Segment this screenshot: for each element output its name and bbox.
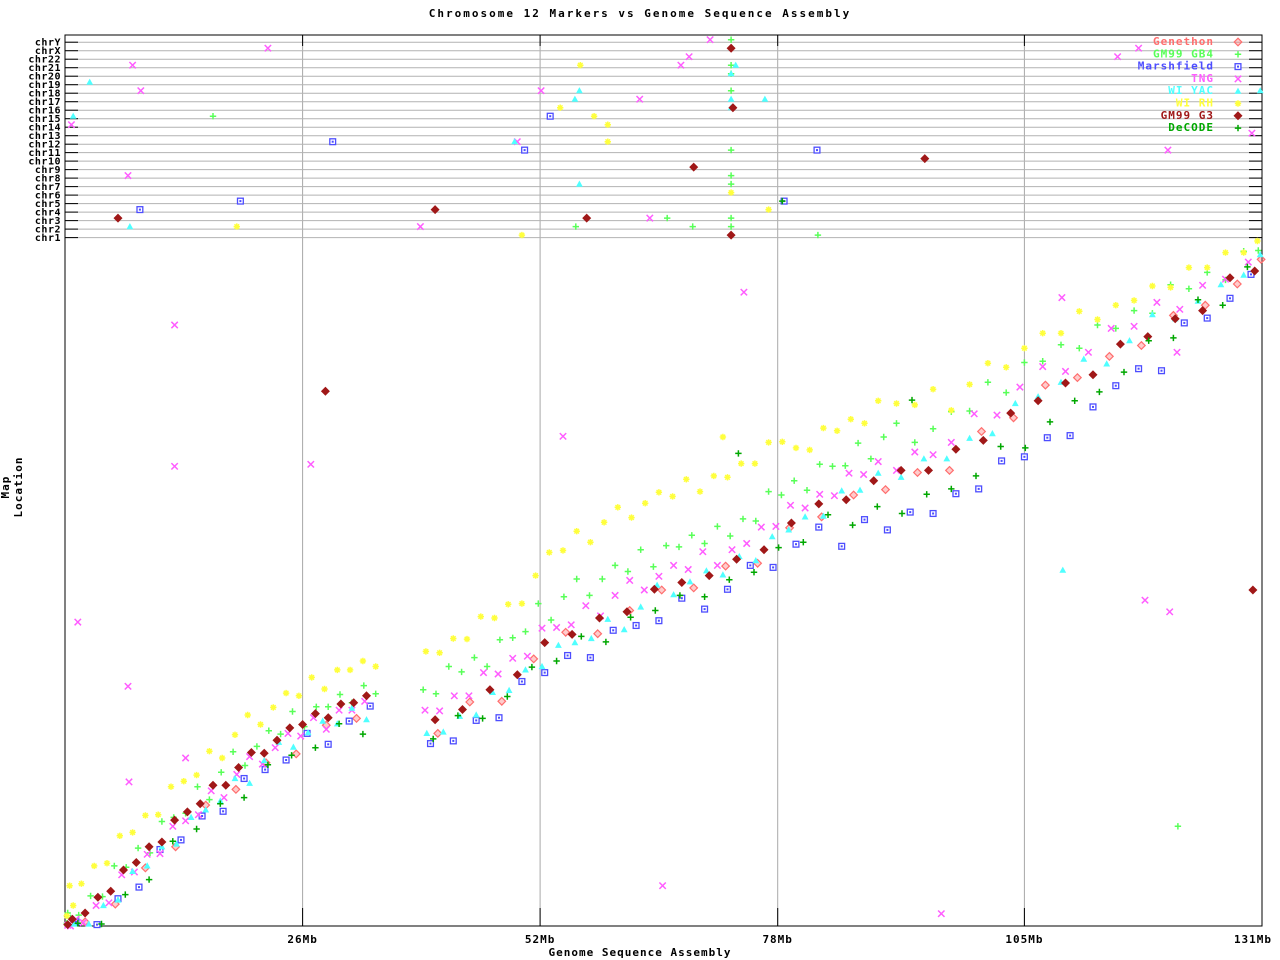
legend-item-gm99-gb4: GM99 GB4 bbox=[1153, 47, 1242, 60]
legend-label: WI YAC bbox=[1168, 84, 1214, 97]
series-marshfield bbox=[72, 112, 1255, 929]
chrom-label: chr19 bbox=[28, 80, 61, 91]
legend-item-gm99-g3: GM99 G3 bbox=[1161, 109, 1243, 122]
legend-label: Marshfield bbox=[1138, 60, 1214, 73]
chrom-label: chr13 bbox=[28, 131, 61, 142]
series-decode bbox=[74, 197, 1251, 928]
x-tick-labels: 26Mb 52Mb 78Mb 105Mb 131Mb bbox=[287, 933, 1272, 946]
chrom-label: chr7 bbox=[35, 182, 61, 193]
chrom-label: chr22 bbox=[28, 55, 61, 66]
chrom-label: chr3 bbox=[35, 216, 61, 227]
legend-label: GM99 G3 bbox=[1161, 109, 1214, 122]
chrom-label: chr18 bbox=[28, 89, 61, 100]
chrom-label: chrY bbox=[35, 38, 61, 49]
chrom-label: chr17 bbox=[28, 97, 61, 108]
chrom-label: chr10 bbox=[28, 157, 61, 168]
legend-item-decode: DeCODE bbox=[1168, 121, 1242, 134]
chrom-label: chr2 bbox=[35, 225, 61, 236]
chrom-label: chr15 bbox=[28, 114, 61, 125]
chrom-label: chr5 bbox=[35, 199, 61, 210]
vertical-gridlines bbox=[302, 35, 1025, 926]
chrom-label: chr20 bbox=[28, 72, 61, 83]
series-tng bbox=[63, 35, 1256, 930]
chrom-label: chr14 bbox=[28, 123, 61, 134]
series-wi-rh bbox=[63, 62, 1261, 919]
chromosome-rows: chrYchrXchr22chr21chr20chr19chr18chr17ch… bbox=[28, 38, 1262, 244]
x-tick-label: 131Mb bbox=[1234, 933, 1272, 946]
x-tick-label: 26Mb bbox=[287, 933, 318, 946]
chrom-label: chr8 bbox=[35, 174, 61, 185]
legend-item-tng: TNG bbox=[1191, 72, 1242, 85]
series-wi-yac bbox=[69, 61, 1264, 927]
plot-frame bbox=[64, 34, 1263, 927]
chrom-label: chr12 bbox=[28, 140, 61, 151]
chrom-label: chr6 bbox=[35, 191, 61, 202]
chrom-label: chr21 bbox=[28, 63, 61, 74]
legend-item-genethon: Genethon bbox=[1153, 35, 1243, 48]
series-genethon bbox=[80, 254, 1266, 927]
series-gm99-g3 bbox=[63, 43, 1260, 930]
legend-item-marshfield: Marshfield bbox=[1138, 60, 1242, 73]
legend-label: Genethon bbox=[1153, 35, 1214, 48]
chrom-label: chr4 bbox=[35, 208, 61, 219]
legend-label: TNG bbox=[1191, 72, 1214, 85]
chrom-label: chr11 bbox=[28, 148, 61, 159]
chrom-label: chr1 bbox=[35, 233, 61, 244]
x-axis-label: Genome Sequence Assembly bbox=[548, 946, 732, 959]
legend-label: WI RH bbox=[1176, 97, 1214, 110]
legend-label: DeCODE bbox=[1168, 121, 1214, 134]
chrom-label: chr16 bbox=[28, 106, 61, 117]
legend-item-wi-rh: WI RH bbox=[1176, 97, 1242, 110]
x-tick-label: 105Mb bbox=[1005, 933, 1043, 946]
chart-title: Chromosome 12 Markers vs Genome Sequence… bbox=[428, 7, 852, 20]
x-tick-label: 78Mb bbox=[762, 933, 793, 946]
chrom-label: chr9 bbox=[35, 165, 61, 176]
legend-item-wi-yac: WI YAC bbox=[1168, 84, 1242, 97]
x-ticks bbox=[302, 35, 1263, 926]
x-tick-label: 52Mb bbox=[525, 933, 556, 946]
legend-label: GM99 GB4 bbox=[1153, 47, 1214, 60]
chrom-label: chrX bbox=[35, 46, 61, 57]
